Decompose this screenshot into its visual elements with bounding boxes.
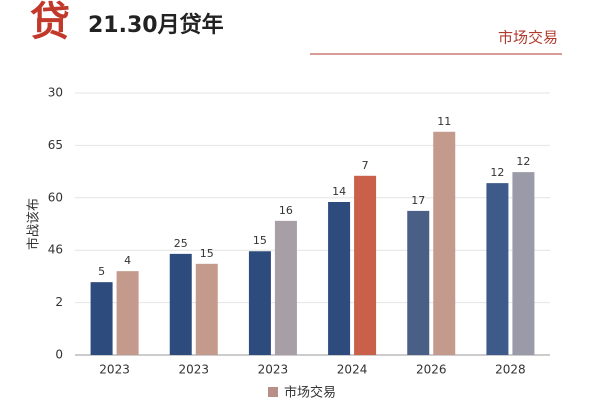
bar [274,220,297,355]
data-label: 15 [200,247,214,260]
header-tag: 市场交易 [498,29,558,47]
bar [354,175,377,355]
x-tick-label: 2028 [495,363,526,377]
bar [169,253,192,355]
data-label: 14 [332,185,346,198]
bar [195,263,218,355]
y-tick-label: 46 [48,243,63,257]
data-label: 17 [411,194,425,207]
bar [486,183,509,355]
data-label: 25 [174,237,188,250]
y-axis-label: 市战该布 [26,198,42,250]
bar [90,282,113,355]
x-tick-label: 2024 [337,363,368,377]
y-tick-label: 60 [48,190,63,204]
data-label: 12 [490,166,504,179]
data-label: 11 [437,115,451,128]
legend-label: 市场交易 [284,385,336,400]
chart-title: 21.30月贷年 [88,12,224,38]
y-tick-label: 30 [48,86,63,100]
x-tick-label: 2023 [178,363,209,377]
bar [512,172,535,355]
logo: 贷 [30,0,70,45]
data-label: 7 [362,159,369,172]
data-label: 12 [516,155,530,168]
data-label: 5 [98,265,105,278]
legend-swatch [268,387,278,397]
bar [407,210,430,355]
bar [433,131,456,355]
y-tick-label: 0 [55,348,63,362]
y-tick-label: 65 [48,138,63,152]
bar [248,251,271,355]
data-label: 15 [253,234,267,247]
data-label: 4 [124,254,131,267]
bar [328,201,351,355]
y-tick-label: 2 [55,295,63,309]
data-label: 16 [279,204,293,217]
x-tick-label: 2023 [258,363,289,377]
bar [116,271,139,355]
x-tick-label: 2026 [416,363,447,377]
x-tick-label: 2023 [99,363,130,377]
